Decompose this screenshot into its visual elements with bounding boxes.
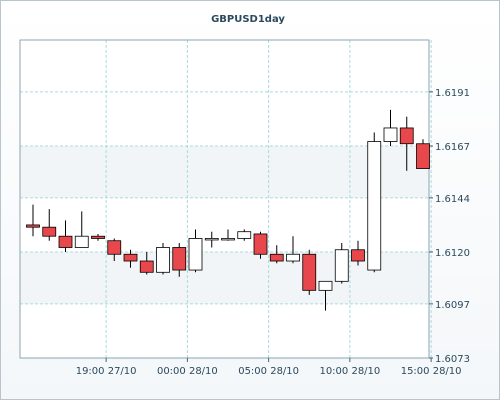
x-tick-label: 19:00 27/10 (76, 366, 137, 377)
candle-body (351, 249, 365, 262)
x-axis-ticks: 19:00 27/10 00:00 28/10 05:00 28/10 10:00 2… (76, 358, 462, 377)
candle-down (42, 209, 57, 241)
candle-down (269, 245, 284, 264)
plot-band (20, 146, 429, 198)
candle-up (383, 109, 398, 146)
x-tick-label: 10:00 28/10 (319, 366, 380, 377)
candle-body (253, 233, 268, 255)
candle-body (42, 226, 57, 237)
candle-body (221, 238, 235, 241)
candle-body (269, 253, 284, 262)
candle-up (237, 229, 252, 241)
candle-body (399, 127, 414, 145)
candle-up (367, 132, 382, 273)
candle-up (188, 229, 203, 273)
candle-down (172, 242, 187, 277)
candle-up (74, 211, 89, 248)
candle-down (91, 233, 105, 241)
candle-up (318, 280, 333, 311)
candle-down (416, 139, 430, 169)
candle-up (204, 231, 219, 248)
y-tick-label: 1.6073 (435, 354, 470, 365)
candle-body (74, 235, 89, 248)
candle-body (318, 280, 333, 291)
x-tick-label: 00:00 28/10 (157, 366, 218, 377)
y-tick-label: 1.6167 (435, 142, 470, 153)
candle-body (286, 253, 300, 262)
y-axis-ticks: 1.6191 1.6167 1.6144 1.6120 1.6097 1.6073 (429, 88, 470, 365)
candles (26, 109, 430, 311)
x-tick-label: 15:00 28/10 (401, 366, 462, 377)
candle-body (188, 238, 203, 271)
y-tick-label: 1.6120 (435, 248, 470, 259)
candle-body (383, 127, 398, 142)
candle-body (334, 249, 349, 282)
y-tick-label: 1.6144 (435, 194, 470, 205)
candle-body (237, 231, 252, 239)
candle-up (334, 242, 349, 284)
x-tick-label: 05:00 28/10 (238, 366, 299, 377)
candle-body (139, 260, 154, 273)
candle-down (58, 220, 73, 252)
candle-body (91, 235, 105, 239)
candle-up (221, 229, 235, 241)
candle-down (123, 249, 138, 268)
candle-down (302, 249, 317, 295)
candle-body (156, 247, 170, 273)
plot-border (19, 39, 430, 359)
y-tick-label: 1.6191 (435, 88, 470, 99)
candle-body (416, 143, 430, 169)
axes (19, 39, 430, 359)
candle-body (204, 238, 219, 241)
candle-body (367, 141, 382, 271)
candle-body (107, 240, 122, 255)
candle-down (399, 116, 414, 171)
candle-up (286, 236, 300, 264)
candle-down (139, 252, 154, 275)
candle-body (26, 224, 40, 228)
candle-down (253, 231, 268, 259)
candle-up (156, 242, 170, 275)
candle-down (107, 238, 122, 262)
y-tick-label: 1.6097 (435, 300, 470, 311)
candle-down (351, 240, 365, 266)
plot-area (20, 40, 429, 358)
candle-body (172, 247, 187, 271)
candle-down (26, 204, 40, 237)
candle-body (302, 253, 317, 291)
candle-body (58, 235, 73, 248)
candle-body (123, 253, 138, 262)
chart-title: GBPUSD1day (211, 14, 285, 25)
